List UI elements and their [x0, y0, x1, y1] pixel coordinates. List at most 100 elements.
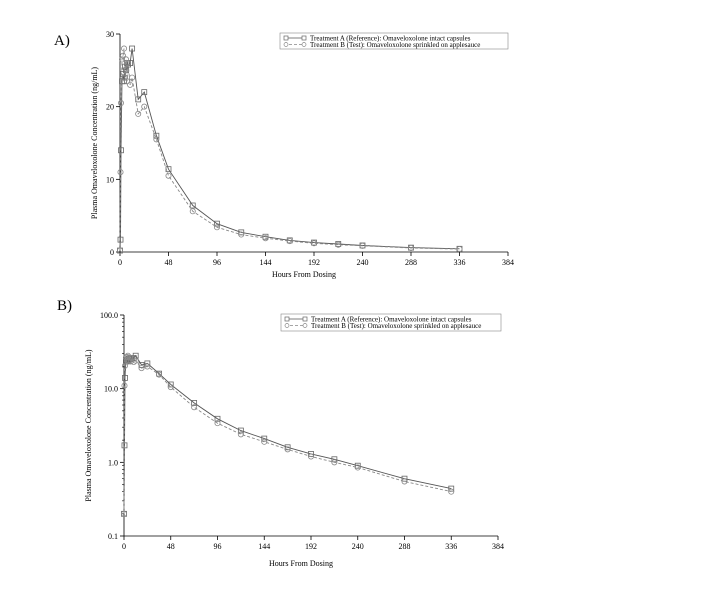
data-point-treatment-a [331, 456, 338, 463]
data-point-treatment-b [237, 431, 244, 438]
data-point-treatment-b [456, 246, 463, 253]
x-tick-label: 48 [165, 258, 173, 267]
legend-box [280, 313, 502, 332]
data-point-treatment-a [214, 415, 221, 422]
legend-marker [301, 42, 307, 47]
legend-entry: Treatment B (Test): Omaveloxolone sprink… [311, 322, 481, 330]
legend-entry: Treatment A (Reference): Omaveloxolone i… [311, 316, 472, 324]
data-point-treatment-b [144, 363, 151, 370]
data-point-treatment-b [165, 172, 172, 179]
x-tick-label: 240 [352, 542, 364, 551]
data-point-treatment-b [359, 242, 366, 249]
data-point-treatment-b [286, 238, 293, 245]
x-tick-label: 288 [399, 542, 411, 551]
data-point-treatment-a [189, 202, 196, 209]
data-point-treatment-a [167, 381, 174, 388]
x-tick-label: 96 [213, 258, 221, 267]
x-tick-label: 192 [305, 542, 317, 551]
x-axis-title: Hours From Dosing [272, 270, 336, 279]
data-point-treatment-b [331, 459, 338, 466]
data-point-treatment-b [123, 56, 130, 63]
legend-marker [283, 35, 289, 41]
data-point-treatment-b [125, 60, 132, 67]
x-tick-label: 144 [260, 258, 272, 267]
data-point-treatment-a [401, 475, 408, 482]
data-point-treatment-b [191, 404, 198, 411]
legend-marker [301, 35, 307, 41]
data-point-treatment-b [129, 74, 136, 81]
y-tick-label: 100.0 [100, 311, 118, 320]
data-point-treatment-b [138, 365, 145, 372]
x-tick-label: 336 [445, 542, 457, 551]
legend-marker [284, 323, 290, 328]
data-point-treatment-a [121, 78, 127, 85]
data-point-treatment-a [214, 220, 220, 227]
x-tick-label: 240 [357, 258, 369, 267]
data-point-treatment-a [122, 375, 128, 381]
data-point-treatment-b [310, 240, 317, 247]
legend-marker [283, 42, 289, 47]
y-axis-title: Plasma Omaveloxolone Concentration (ng/m… [90, 67, 99, 220]
data-point-treatment-a [237, 427, 244, 434]
legend-marker [302, 323, 308, 328]
data-point-treatment-b [354, 464, 361, 471]
data-point-treatment-b [135, 110, 142, 117]
series-line-treatment-a [123, 354, 452, 514]
data-point-treatment-b [167, 384, 174, 391]
data-point-treatment-b [153, 136, 160, 143]
data-point-treatment-a [144, 360, 151, 367]
data-point-treatment-b [307, 453, 314, 460]
data-point-treatment-a [141, 89, 148, 96]
y-tick-label: 10 [106, 175, 114, 184]
data-point-treatment-b [141, 103, 148, 110]
data-point-treatment-b [132, 357, 139, 364]
data-point-treatment-b [213, 224, 220, 231]
data-point-treatment-a [127, 60, 134, 66]
data-point-treatment-b [214, 420, 221, 427]
data-point-treatment-a [354, 462, 361, 469]
y-tick-label: 10.0 [104, 385, 118, 394]
y-tick-label: 0.1 [108, 532, 118, 541]
data-point-treatment-b [121, 45, 128, 52]
y-tick-label: 20 [106, 103, 114, 112]
x-tick-label: 384 [492, 542, 504, 551]
data-point-treatment-b [117, 247, 124, 254]
data-point-treatment-b [156, 371, 163, 378]
data-point-treatment-b [121, 510, 128, 517]
data-point-treatment-b [335, 241, 342, 248]
data-point-treatment-a [117, 236, 124, 243]
x-tick-label: 384 [502, 258, 514, 267]
data-point-treatment-b [122, 74, 129, 81]
x-tick-label: 96 [214, 542, 222, 551]
legend-box [279, 32, 509, 50]
data-point-treatment-b [127, 81, 134, 88]
y-tick-label: 0 [110, 248, 114, 257]
data-point-treatment-a [191, 400, 198, 406]
data-point-treatment-b [121, 362, 128, 369]
data-point-treatment-b [448, 488, 455, 495]
legend-entry: Treatment B (Test): Omaveloxolone sprink… [310, 41, 480, 49]
data-point-treatment-b [401, 478, 408, 485]
x-tick-label: 288 [405, 258, 417, 267]
data-point-treatment-b [407, 245, 414, 252]
data-point-treatment-a [129, 45, 136, 52]
y-tick-label: 30 [106, 30, 114, 39]
x-tick-label: 192 [308, 258, 320, 267]
data-point-treatment-b [117, 169, 124, 176]
data-point-treatment-a [448, 485, 455, 492]
data-point-treatment-a [153, 132, 160, 139]
data-point-treatment-b [119, 56, 126, 63]
data-point-treatment-b [284, 446, 291, 453]
x-tick-label: 0 [122, 542, 126, 551]
series-line-treatment-b [123, 354, 452, 514]
y-axis-title: Plasma Omaveloxolone Concentration (ng/m… [84, 349, 93, 502]
x-tick-label: 144 [258, 542, 270, 551]
data-point-treatment-b [121, 382, 128, 389]
x-tick-label: 48 [167, 542, 175, 551]
legend-entry: Treatment A (Reference): Omaveloxolone i… [310, 35, 471, 43]
x-tick-label: 0 [118, 258, 122, 267]
series-line-treatment-a [119, 48, 460, 251]
data-point-treatment-b [262, 235, 269, 242]
